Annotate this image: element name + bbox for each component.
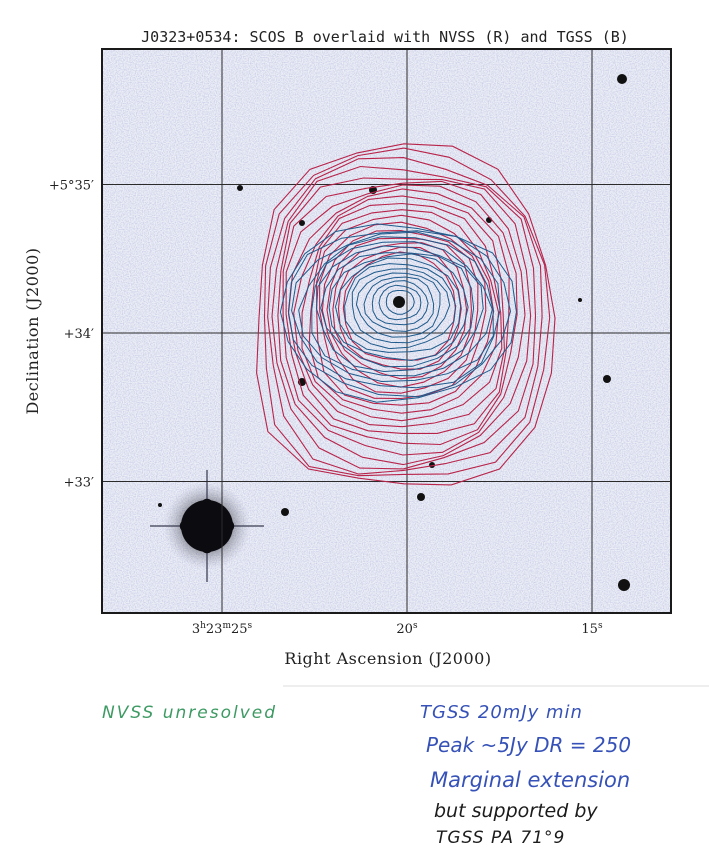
star [158,503,162,507]
nvss-contour [293,195,505,428]
tgss-contour [334,257,462,353]
tgss-contour [344,263,457,350]
nvss-contour [285,184,518,446]
dec-tick-label: +34′ [64,327,94,342]
nvss-contour [263,147,551,477]
nvss-contour [277,177,532,466]
tgss-note-line5: TGSS PA 71°9 [436,828,566,848]
tgss-note-line3: Marginal extension [430,768,631,792]
ra-tick-labels: 3h23m25s 20s 15s [192,621,603,637]
star-field [158,74,630,591]
bright-star [150,470,264,582]
tgss-contour [385,290,415,315]
star [603,375,611,383]
star [417,493,425,501]
dec-tick-label: +33′ [64,476,94,491]
nvss-contour [267,157,543,475]
x-axis-label: Right Ascension (J2000) [284,649,491,668]
star [299,220,305,226]
star [281,508,289,516]
tgss-contour [355,272,441,338]
y-axis-label: Declination (J2000) [23,247,42,414]
nvss-contour [321,230,479,394]
ra-tick-label: 15s [581,621,603,637]
dec-tick-label: +5°35′ [49,179,94,194]
tgss-note-line2: Peak ~5Jy DR = 250 [426,733,632,757]
ra-tick-label: 3h23m25s [192,621,253,637]
tgss-contour [351,268,451,344]
tgss-contour [320,252,475,368]
dec-tick-labels: +5°35′ +34′ +33′ [49,179,94,491]
nvss-contour [316,214,495,406]
nvss-contour [271,165,537,470]
plot-frame [101,48,672,614]
tgss-note-line1: TGSS 20mJy min [420,702,583,723]
nvss-contour [282,180,526,456]
star [618,579,630,591]
nvss-contour [308,209,500,414]
ra-tick-label: 20s [396,621,418,637]
tgss-contour [371,280,429,326]
nvss-note: NVSS unresolved [102,703,278,723]
tgss-contour [287,230,512,398]
star [393,296,405,308]
star [578,298,582,302]
nvss-contour [301,202,503,422]
optical-image [102,49,671,613]
nvss-contour [256,143,556,486]
tgss-contour [363,276,435,332]
tgss-note-line4: but supported by [434,800,598,822]
tgss-contours [279,223,517,403]
tgss-contour [291,231,501,389]
tgss-contour [298,236,494,383]
tgss-contour [315,245,484,373]
figure-title: J0323+0534: SCOS B overlaid with NVSS (R… [141,28,629,46]
tgss-contour [311,241,493,377]
star [617,74,627,84]
tgss-contour [328,253,469,362]
star [237,185,243,191]
tgss-contour [378,284,422,321]
nvss-contours [256,143,556,486]
